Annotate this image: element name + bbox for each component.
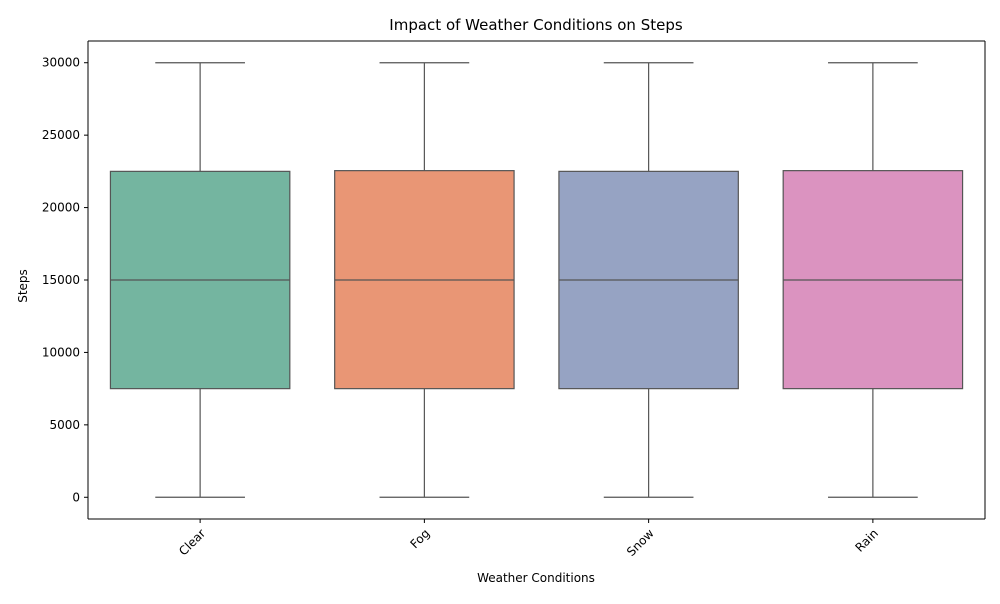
x-tick-label-rain: Rain bbox=[852, 526, 881, 555]
y-tick-label: 10000 bbox=[42, 345, 80, 359]
y-tick-label: 20000 bbox=[42, 201, 80, 215]
chart-title: Impact of Weather Conditions on Steps bbox=[389, 16, 683, 34]
x-tick-label-fog: Fog bbox=[407, 526, 432, 551]
y-tick-label: 30000 bbox=[42, 56, 80, 70]
y-tick-label: 25000 bbox=[42, 128, 80, 142]
y-axis-label: Steps bbox=[16, 269, 30, 303]
x-axis-label: Weather Conditions bbox=[477, 571, 595, 585]
plot-area: 0 5000 10000 15000 20000 25000 30000 Clear Fog Sn… bbox=[42, 40, 986, 559]
y-tick-label: 15000 bbox=[42, 273, 80, 287]
x-tick-label-snow: Snow bbox=[624, 526, 657, 559]
x-tick-label-clear: Clear bbox=[176, 526, 208, 558]
y-tick-label: 5000 bbox=[49, 418, 80, 432]
y-tick-label: 0 bbox=[72, 490, 80, 504]
